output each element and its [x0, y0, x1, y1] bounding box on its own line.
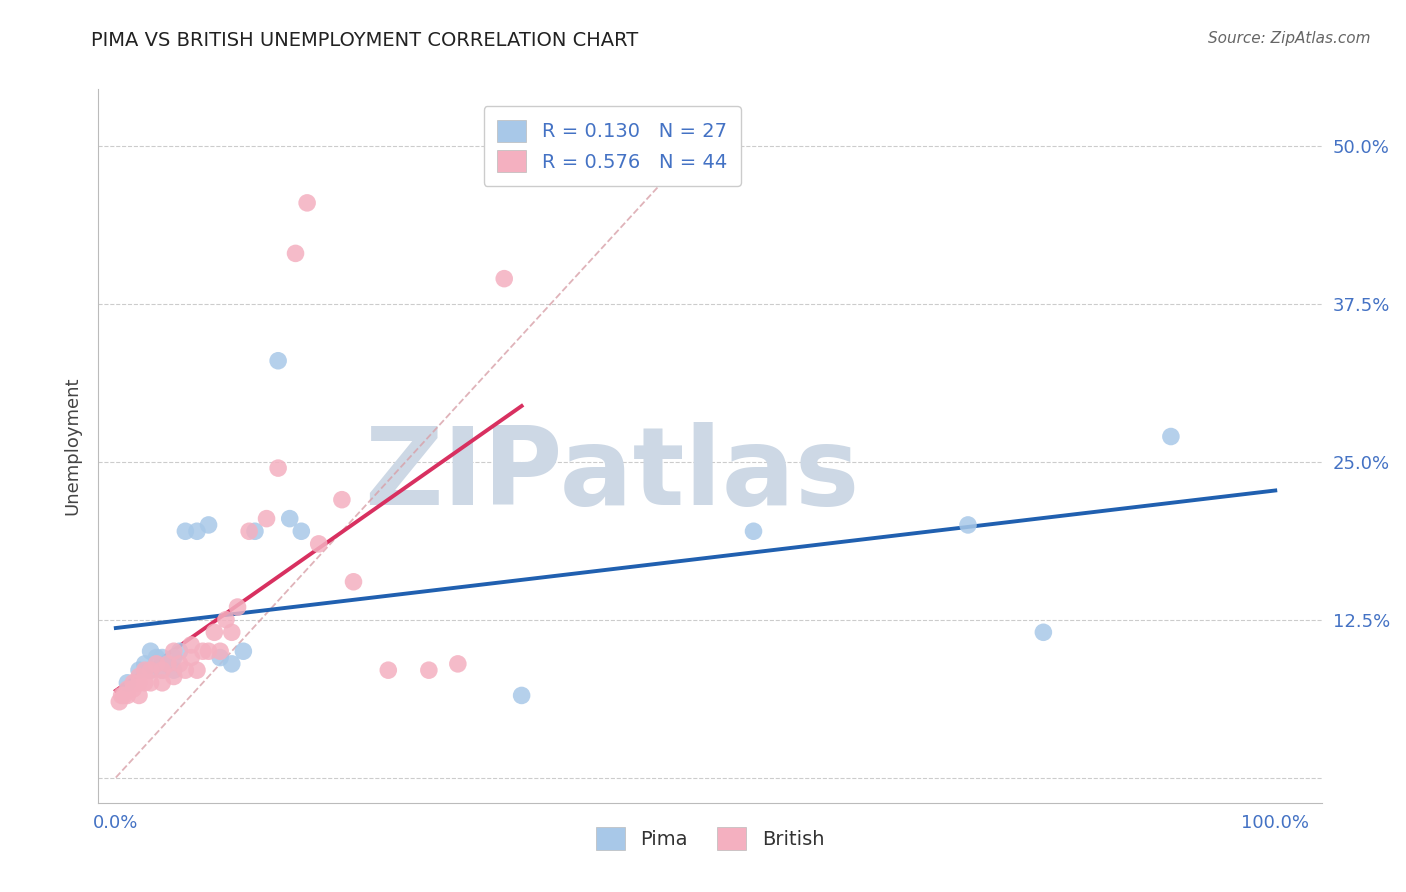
Point: [117, 682, 139, 697]
Point: [150, 663, 173, 677]
Point: [134, 657, 156, 671]
Point: [221, 625, 243, 640]
Point: [169, 644, 191, 658]
Point: [174, 663, 197, 677]
Point: [139, 663, 162, 677]
Text: ZIPatlas: ZIPatlas: [364, 422, 860, 527]
Point: [150, 663, 173, 677]
Point: [180, 638, 202, 652]
Point: [308, 537, 330, 551]
Point: [128, 669, 150, 683]
Y-axis label: Unemployment: Unemployment: [63, 376, 82, 516]
Point: [221, 657, 243, 671]
Point: [145, 657, 167, 671]
Point: [163, 650, 186, 665]
Point: [110, 689, 132, 703]
Point: [139, 663, 162, 677]
Point: [342, 574, 364, 589]
Point: [134, 675, 156, 690]
Point: [215, 613, 238, 627]
Point: [209, 650, 232, 665]
Point: [117, 689, 139, 703]
Point: [186, 663, 208, 677]
Point: [169, 657, 191, 671]
Point: [163, 669, 186, 683]
Point: [122, 675, 145, 690]
Point: [108, 695, 131, 709]
Point: [202, 625, 225, 640]
Point: [238, 524, 260, 539]
Point: [174, 524, 197, 539]
Point: [956, 517, 979, 532]
Point: [197, 644, 219, 658]
Point: [209, 644, 232, 658]
Point: [139, 644, 162, 658]
Point: [128, 675, 150, 690]
Point: [226, 600, 249, 615]
Point: [1160, 429, 1182, 443]
Point: [418, 663, 440, 677]
Point: [163, 644, 186, 658]
Point: [256, 511, 278, 525]
Text: PIMA VS BRITISH UNEMPLOYMENT CORRELATION CHART: PIMA VS BRITISH UNEMPLOYMENT CORRELATION…: [91, 31, 638, 50]
Point: [267, 353, 290, 368]
Point: [128, 663, 150, 677]
Point: [145, 650, 167, 665]
Point: [134, 663, 156, 677]
Point: [150, 650, 173, 665]
Point: [1032, 625, 1054, 640]
Point: [494, 271, 516, 285]
Point: [156, 657, 179, 671]
Point: [330, 492, 353, 507]
Point: [163, 663, 186, 677]
Point: [447, 657, 470, 671]
Point: [742, 524, 765, 539]
Point: [232, 644, 254, 658]
Point: [278, 511, 301, 525]
Point: [139, 675, 162, 690]
Point: [290, 524, 312, 539]
Point: [197, 517, 219, 532]
Point: [243, 524, 266, 539]
Point: [180, 650, 202, 665]
Point: [284, 246, 307, 260]
Point: [191, 644, 214, 658]
Point: [186, 524, 208, 539]
Point: [117, 675, 139, 690]
Point: [128, 689, 150, 703]
Point: [122, 682, 145, 697]
Point: [156, 657, 179, 671]
Legend: Pima, British: Pima, British: [588, 819, 832, 857]
Text: Source: ZipAtlas.com: Source: ZipAtlas.com: [1208, 31, 1371, 46]
Point: [267, 461, 290, 475]
Point: [377, 663, 399, 677]
Point: [112, 689, 135, 703]
Point: [510, 689, 533, 703]
Point: [150, 675, 173, 690]
Point: [295, 195, 318, 210]
